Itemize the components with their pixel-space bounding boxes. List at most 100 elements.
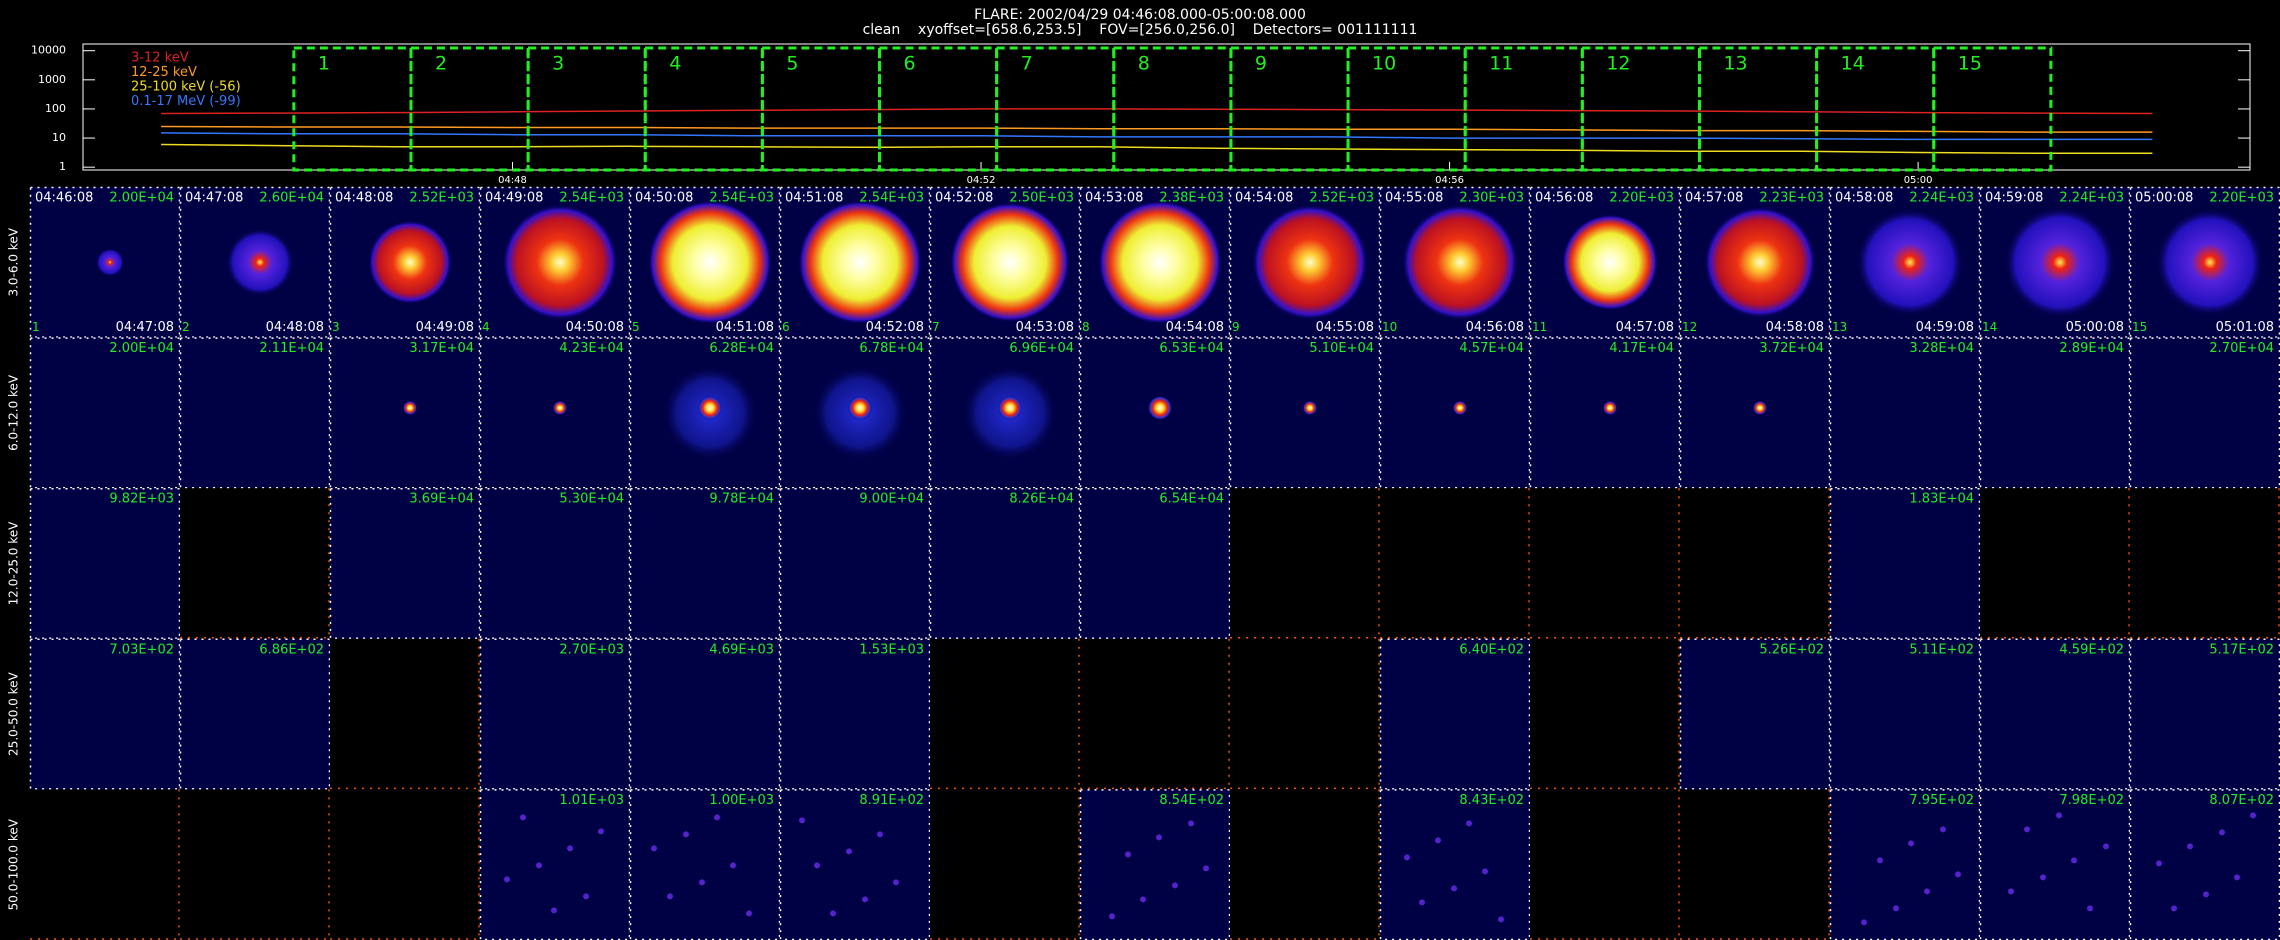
image-cell: 6.40E+02: [1379, 638, 1531, 790]
noise-speck: [1498, 916, 1504, 923]
max-label: 2.38E+03: [1159, 191, 1224, 206]
image-cell: [1530, 789, 1680, 940]
interval-label: 2: [435, 53, 447, 75]
noise-speck: [536, 862, 542, 869]
noise-speck: [2071, 857, 2077, 864]
image-cell: [1530, 638, 1680, 790]
x-tick-label: 04:48: [498, 175, 527, 186]
source-image: [1704, 206, 1816, 319]
noise-speck: [1908, 840, 1914, 847]
max-label: 6.53E+04: [1159, 341, 1224, 356]
interval-label: 5: [786, 53, 798, 75]
cell-background: [630, 638, 780, 790]
noise-speck: [683, 831, 689, 838]
noise-speck: [830, 910, 836, 917]
cell-background: [1830, 488, 1980, 639]
image-cell: 1.00E+03: [629, 789, 781, 940]
max-label: 2.20E+03: [1609, 191, 1674, 206]
max-label: 5.17E+02: [2209, 642, 2274, 657]
image-cell: 2.52E+03 04:54:08 04:55:08 9: [1229, 186, 1381, 338]
image-cell: 2.00E+04 04:46:08 04:47:08 1: [29, 186, 181, 338]
end-time: 04:55:08: [1316, 320, 1374, 335]
noise-speck: [1924, 888, 1930, 895]
image-cell: [1680, 488, 1830, 639]
max-label: 2.24E+03: [2059, 191, 2124, 206]
source-image: [848, 395, 872, 420]
image-cell: 4.23E+04: [479, 337, 631, 489]
image-cell: 8.07E+02: [2129, 789, 2280, 940]
interval-box: [1463, 46, 1584, 172]
image-cell: 2.20E+03 05:00:08 05:01:08 15: [2129, 186, 2280, 338]
cell-background: [1380, 638, 1530, 790]
interval-box: [878, 46, 999, 172]
end-time: 04:59:08: [1916, 320, 1974, 335]
source-image: [553, 400, 567, 415]
image-cell: [1380, 488, 1530, 639]
noise-speck: [893, 879, 899, 886]
noise-speck: [2008, 888, 2014, 895]
image-cell: 2.70E+03: [479, 638, 631, 790]
noise-speck: [2234, 874, 2240, 881]
start-time: 04:57:08: [1685, 191, 1743, 206]
cell-background: [330, 789, 480, 940]
source-image: [950, 202, 1070, 323]
image-cell: 2.20E+03 04:56:08 04:57:08 11: [1529, 186, 1681, 338]
cell-background: [1230, 638, 1380, 790]
image-cell: 1.01E+03: [479, 789, 631, 940]
title: FLARE: 2002/04/29 04:46:08.000-05:00:08.…: [974, 7, 1306, 23]
image-cell: [930, 789, 1080, 940]
y-tick-label: 1000: [38, 73, 66, 86]
max-label: 2.54E+03: [859, 191, 924, 206]
interval-label: 14: [1841, 53, 1865, 75]
image-cell: 2.23E+03 04:57:08 04:58:08 12: [1679, 186, 1831, 338]
noise-speck: [699, 879, 705, 886]
light-curve: [161, 125, 2153, 133]
image-cell: 2.60E+04 04:47:08 04:48:08 2: [179, 186, 331, 338]
cell-background: [1530, 488, 1680, 639]
cell-background: [1830, 789, 1980, 940]
max-label: 5.26E+02: [1759, 642, 1824, 657]
cell-background: [30, 488, 180, 639]
max-label: 3.28E+04: [1909, 341, 1974, 356]
interval-index: 2: [182, 320, 190, 334]
image-cell: 8.91E+02: [779, 789, 931, 940]
interval-index: 10: [1382, 320, 1397, 334]
end-time: 04:50:08: [566, 320, 624, 335]
max-label: 4.69E+03: [709, 642, 774, 657]
interval-label: 10: [1372, 53, 1396, 75]
interval-box: [760, 46, 882, 172]
cell-background: [1680, 638, 1830, 790]
max-label: 4.57E+04: [1459, 341, 1524, 356]
cell-background: [1830, 638, 1980, 790]
cell-background: [1980, 789, 2130, 940]
y-tick-label: 10000: [31, 44, 66, 57]
cell-background: [1980, 337, 2130, 489]
cell-background: [1530, 638, 1680, 790]
max-label: 4.23E+04: [559, 341, 624, 356]
source-image: [403, 400, 417, 415]
start-time: 04:59:08: [1985, 191, 2043, 206]
max-label: 3.72E+04: [1759, 341, 1824, 356]
noise-speck: [1125, 851, 1131, 858]
max-label: 2.30E+03: [1459, 191, 1524, 206]
image-cell: [930, 638, 1080, 790]
interval-label: 11: [1489, 53, 1513, 75]
cell-background: [930, 789, 1080, 940]
start-time: 04:56:08: [1535, 191, 1593, 206]
max-label: 2.50E+03: [1009, 191, 1074, 206]
legend-entry: 12-25 keV: [131, 65, 197, 80]
cell-background: [180, 337, 330, 489]
cell-background: [480, 337, 630, 489]
noise-speck: [651, 845, 657, 852]
noise-speck: [1877, 857, 1883, 864]
max-label: 6.28E+04: [709, 341, 774, 356]
max-label: 1.00E+03: [709, 793, 774, 808]
image-cell: [30, 789, 180, 940]
cell-background: [30, 638, 180, 790]
start-time: 04:53:08: [1085, 191, 1143, 206]
max-label: 2.24E+03: [1909, 191, 1974, 206]
cell-background: [330, 638, 480, 790]
cell-background: [1680, 488, 1830, 639]
interval-label: 7: [1021, 53, 1033, 75]
source-image: [1098, 200, 1222, 325]
